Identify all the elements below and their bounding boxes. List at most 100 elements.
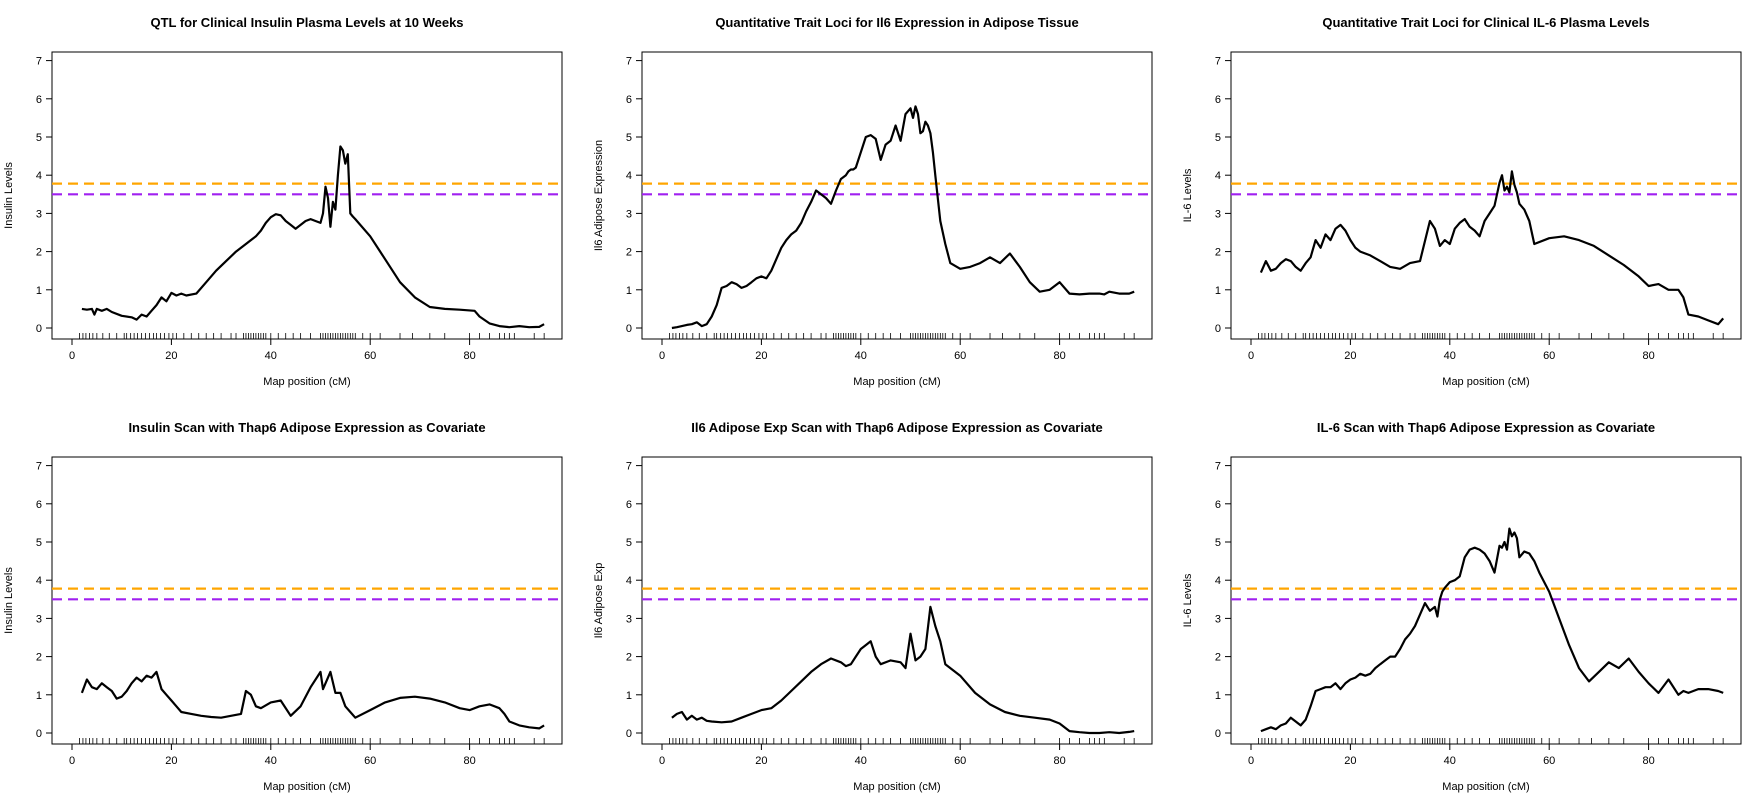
panel-6: IL-6 Scan with Thap6 Adipose Expression …	[1182, 420, 1742, 793]
x-tick-label: 80	[463, 755, 475, 767]
y-tick-label: 0	[1215, 323, 1221, 335]
y-tick-label: 3	[626, 613, 632, 625]
x-tick-label: 40	[265, 755, 277, 767]
y-tick-label: 7	[1215, 461, 1221, 473]
y-tick-label: 1	[36, 690, 42, 702]
y-tick-label: 5	[626, 132, 632, 144]
y-tick-label: 5	[36, 132, 42, 144]
y-tick-label: 0	[626, 728, 632, 740]
x-tick-label: 60	[364, 350, 376, 362]
plot-frame	[1230, 51, 1742, 340]
y-tick-label: 5	[1215, 537, 1221, 549]
y-tick-label: 0	[1215, 728, 1221, 740]
x-tick-label: 20	[1344, 350, 1356, 362]
y-tick-label: 2	[36, 247, 42, 259]
y-tick-label: 4	[626, 575, 632, 587]
y-tick-label: 4	[36, 170, 42, 182]
x-tick-label: 20	[755, 755, 767, 767]
y-tick-label: 5	[36, 537, 42, 549]
x-tick-label: 80	[1642, 755, 1654, 767]
x-tick-label: 60	[954, 755, 966, 767]
y-axis-label: Insulin Levels	[3, 162, 15, 229]
x-tick-label: 80	[463, 350, 475, 362]
plot-frame	[1230, 456, 1742, 745]
y-axis-label: Il6 Adipose Exp	[593, 563, 605, 639]
panel-title: Quantitative Trait Loci for Clinical IL-…	[1322, 15, 1649, 30]
y-tick-label: 7	[36, 56, 42, 68]
y-tick-label: 6	[1215, 94, 1221, 106]
x-tick-label: 80	[1053, 350, 1065, 362]
plot-frame	[51, 51, 563, 340]
x-axis-label: Map position (cM)	[263, 781, 350, 793]
x-tick-label: 60	[1543, 755, 1555, 767]
x-axis-label: Map position (cM)	[853, 376, 940, 388]
panel-2: Quantitative Trait Loci for Il6 Expressi…	[593, 15, 1153, 388]
panel-title: Insulin Scan with Thap6 Adipose Expressi…	[128, 420, 485, 435]
y-tick-label: 6	[1215, 499, 1221, 511]
lod-curve	[1260, 527, 1724, 733]
lod-curve	[80, 670, 545, 730]
plot-frame	[641, 51, 1153, 340]
y-tick-label: 2	[36, 652, 42, 664]
x-tick-label: 0	[69, 755, 75, 767]
plot-frame	[51, 456, 563, 745]
x-tick-label: 20	[165, 755, 177, 767]
y-tick-label: 2	[1215, 652, 1221, 664]
y-tick-label: 1	[36, 285, 42, 297]
y-axis-label: Il6 Adipose Expression	[593, 140, 605, 251]
x-axis-label: Map position (cM)	[1442, 376, 1529, 388]
lod-curve	[671, 605, 1135, 735]
lod-curve	[671, 105, 1135, 330]
lod-curve	[1259, 170, 1725, 326]
x-tick-label: 40	[855, 350, 867, 362]
panel-5: Il6 Adipose Exp Scan with Thap6 Adipose …	[593, 420, 1153, 793]
x-tick-label: 40	[265, 350, 277, 362]
panel-title: Quantitative Trait Loci for Il6 Expressi…	[715, 15, 1078, 30]
x-axis-label: Map position (cM)	[853, 781, 940, 793]
y-tick-label: 0	[36, 728, 42, 740]
y-tick-label: 3	[1215, 613, 1221, 625]
panel-title: IL-6 Scan with Thap6 Adipose Expression …	[1317, 420, 1655, 435]
y-tick-label: 2	[626, 652, 632, 664]
y-tick-label: 7	[1215, 56, 1221, 68]
x-axis-label: Map position (cM)	[1442, 781, 1529, 793]
x-tick-label: 60	[1543, 350, 1555, 362]
panel-1: QTL for Clinical Insulin Plasma Levels a…	[3, 15, 563, 388]
x-tick-label: 0	[1248, 755, 1254, 767]
x-tick-label: 20	[1344, 755, 1356, 767]
x-tick-label: 40	[1444, 755, 1456, 767]
y-tick-label: 3	[626, 208, 632, 220]
x-tick-label: 0	[659, 755, 665, 767]
y-tick-label: 0	[36, 323, 42, 335]
x-tick-label: 0	[1248, 350, 1254, 362]
x-tick-label: 80	[1053, 755, 1065, 767]
y-tick-label: 6	[626, 499, 632, 511]
y-tick-label: 3	[36, 208, 42, 220]
x-tick-label: 20	[165, 350, 177, 362]
lod-curve	[81, 145, 545, 329]
x-tick-label: 60	[364, 755, 376, 767]
x-tick-label: 0	[659, 350, 665, 362]
y-tick-label: 2	[1215, 247, 1221, 259]
y-axis-label: IL-6 Levels	[1182, 168, 1194, 222]
y-tick-label: 4	[1215, 575, 1221, 587]
y-tick-label: 5	[626, 537, 632, 549]
y-tick-label: 1	[1215, 690, 1221, 702]
y-tick-label: 3	[36, 613, 42, 625]
x-tick-label: 20	[755, 350, 767, 362]
y-tick-label: 2	[626, 247, 632, 259]
y-tick-label: 6	[626, 94, 632, 106]
y-axis-label: IL-6 Levels	[1182, 573, 1194, 627]
panel-4: Insulin Scan with Thap6 Adipose Expressi…	[3, 420, 563, 793]
x-tick-label: 40	[1444, 350, 1456, 362]
panel-3: Quantitative Trait Loci for Clinical IL-…	[1182, 15, 1742, 388]
y-tick-label: 3	[1215, 208, 1221, 220]
y-tick-label: 4	[1215, 170, 1221, 182]
y-tick-label: 4	[626, 170, 632, 182]
x-tick-label: 0	[69, 350, 75, 362]
y-tick-label: 6	[36, 94, 42, 106]
panel-title: Il6 Adipose Exp Scan with Thap6 Adipose …	[691, 420, 1103, 435]
y-tick-label: 1	[626, 690, 632, 702]
y-tick-label: 7	[626, 56, 632, 68]
